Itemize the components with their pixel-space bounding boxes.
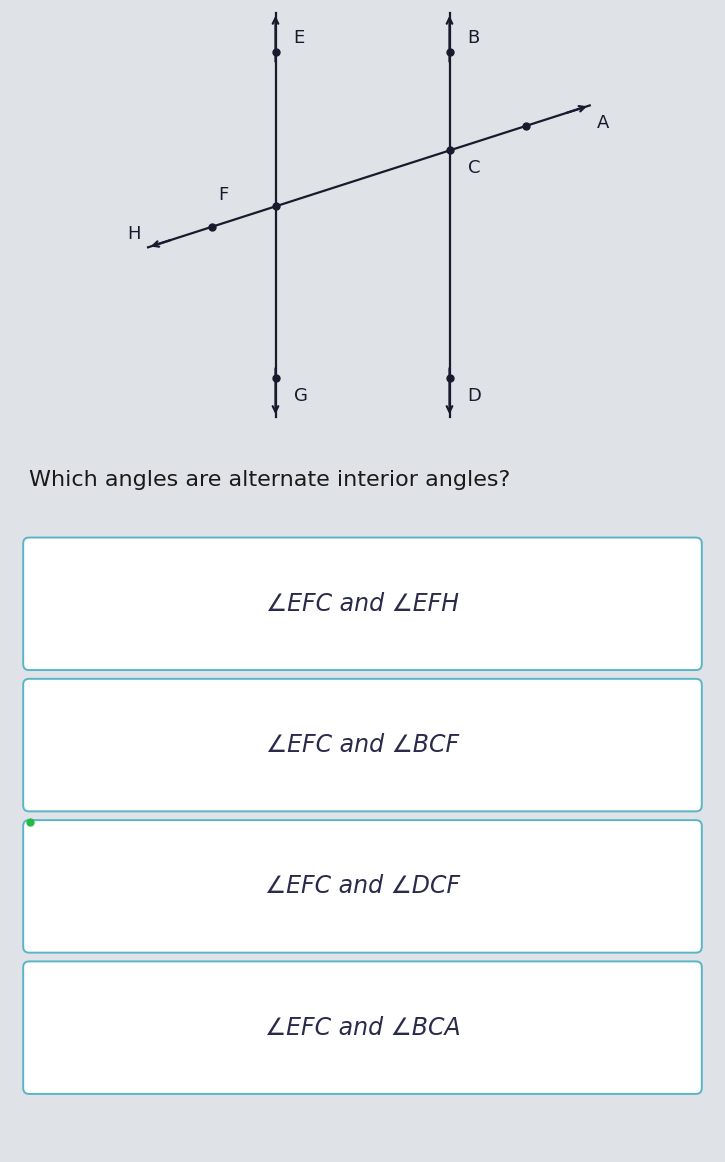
- Text: ∠EFC and ∠DCF: ∠EFC and ∠DCF: [265, 874, 460, 898]
- FancyBboxPatch shape: [23, 679, 702, 811]
- Text: B: B: [468, 29, 480, 48]
- Text: G: G: [294, 387, 307, 404]
- Text: Which angles are alternate interior angles?: Which angles are alternate interior angl…: [29, 471, 510, 490]
- Text: ∠EFC and ∠BCA: ∠EFC and ∠BCA: [265, 1016, 460, 1040]
- Text: ∠EFC and ∠EFH: ∠EFC and ∠EFH: [266, 591, 459, 616]
- Text: ∠EFC and ∠BCF: ∠EFC and ∠BCF: [266, 733, 459, 758]
- FancyBboxPatch shape: [23, 961, 702, 1093]
- Text: E: E: [294, 29, 305, 48]
- Text: F: F: [218, 186, 228, 205]
- Text: C: C: [468, 159, 480, 177]
- Text: D: D: [468, 387, 481, 404]
- FancyBboxPatch shape: [23, 820, 702, 953]
- Text: A: A: [597, 114, 610, 132]
- Text: H: H: [128, 225, 141, 243]
- FancyBboxPatch shape: [23, 538, 702, 670]
